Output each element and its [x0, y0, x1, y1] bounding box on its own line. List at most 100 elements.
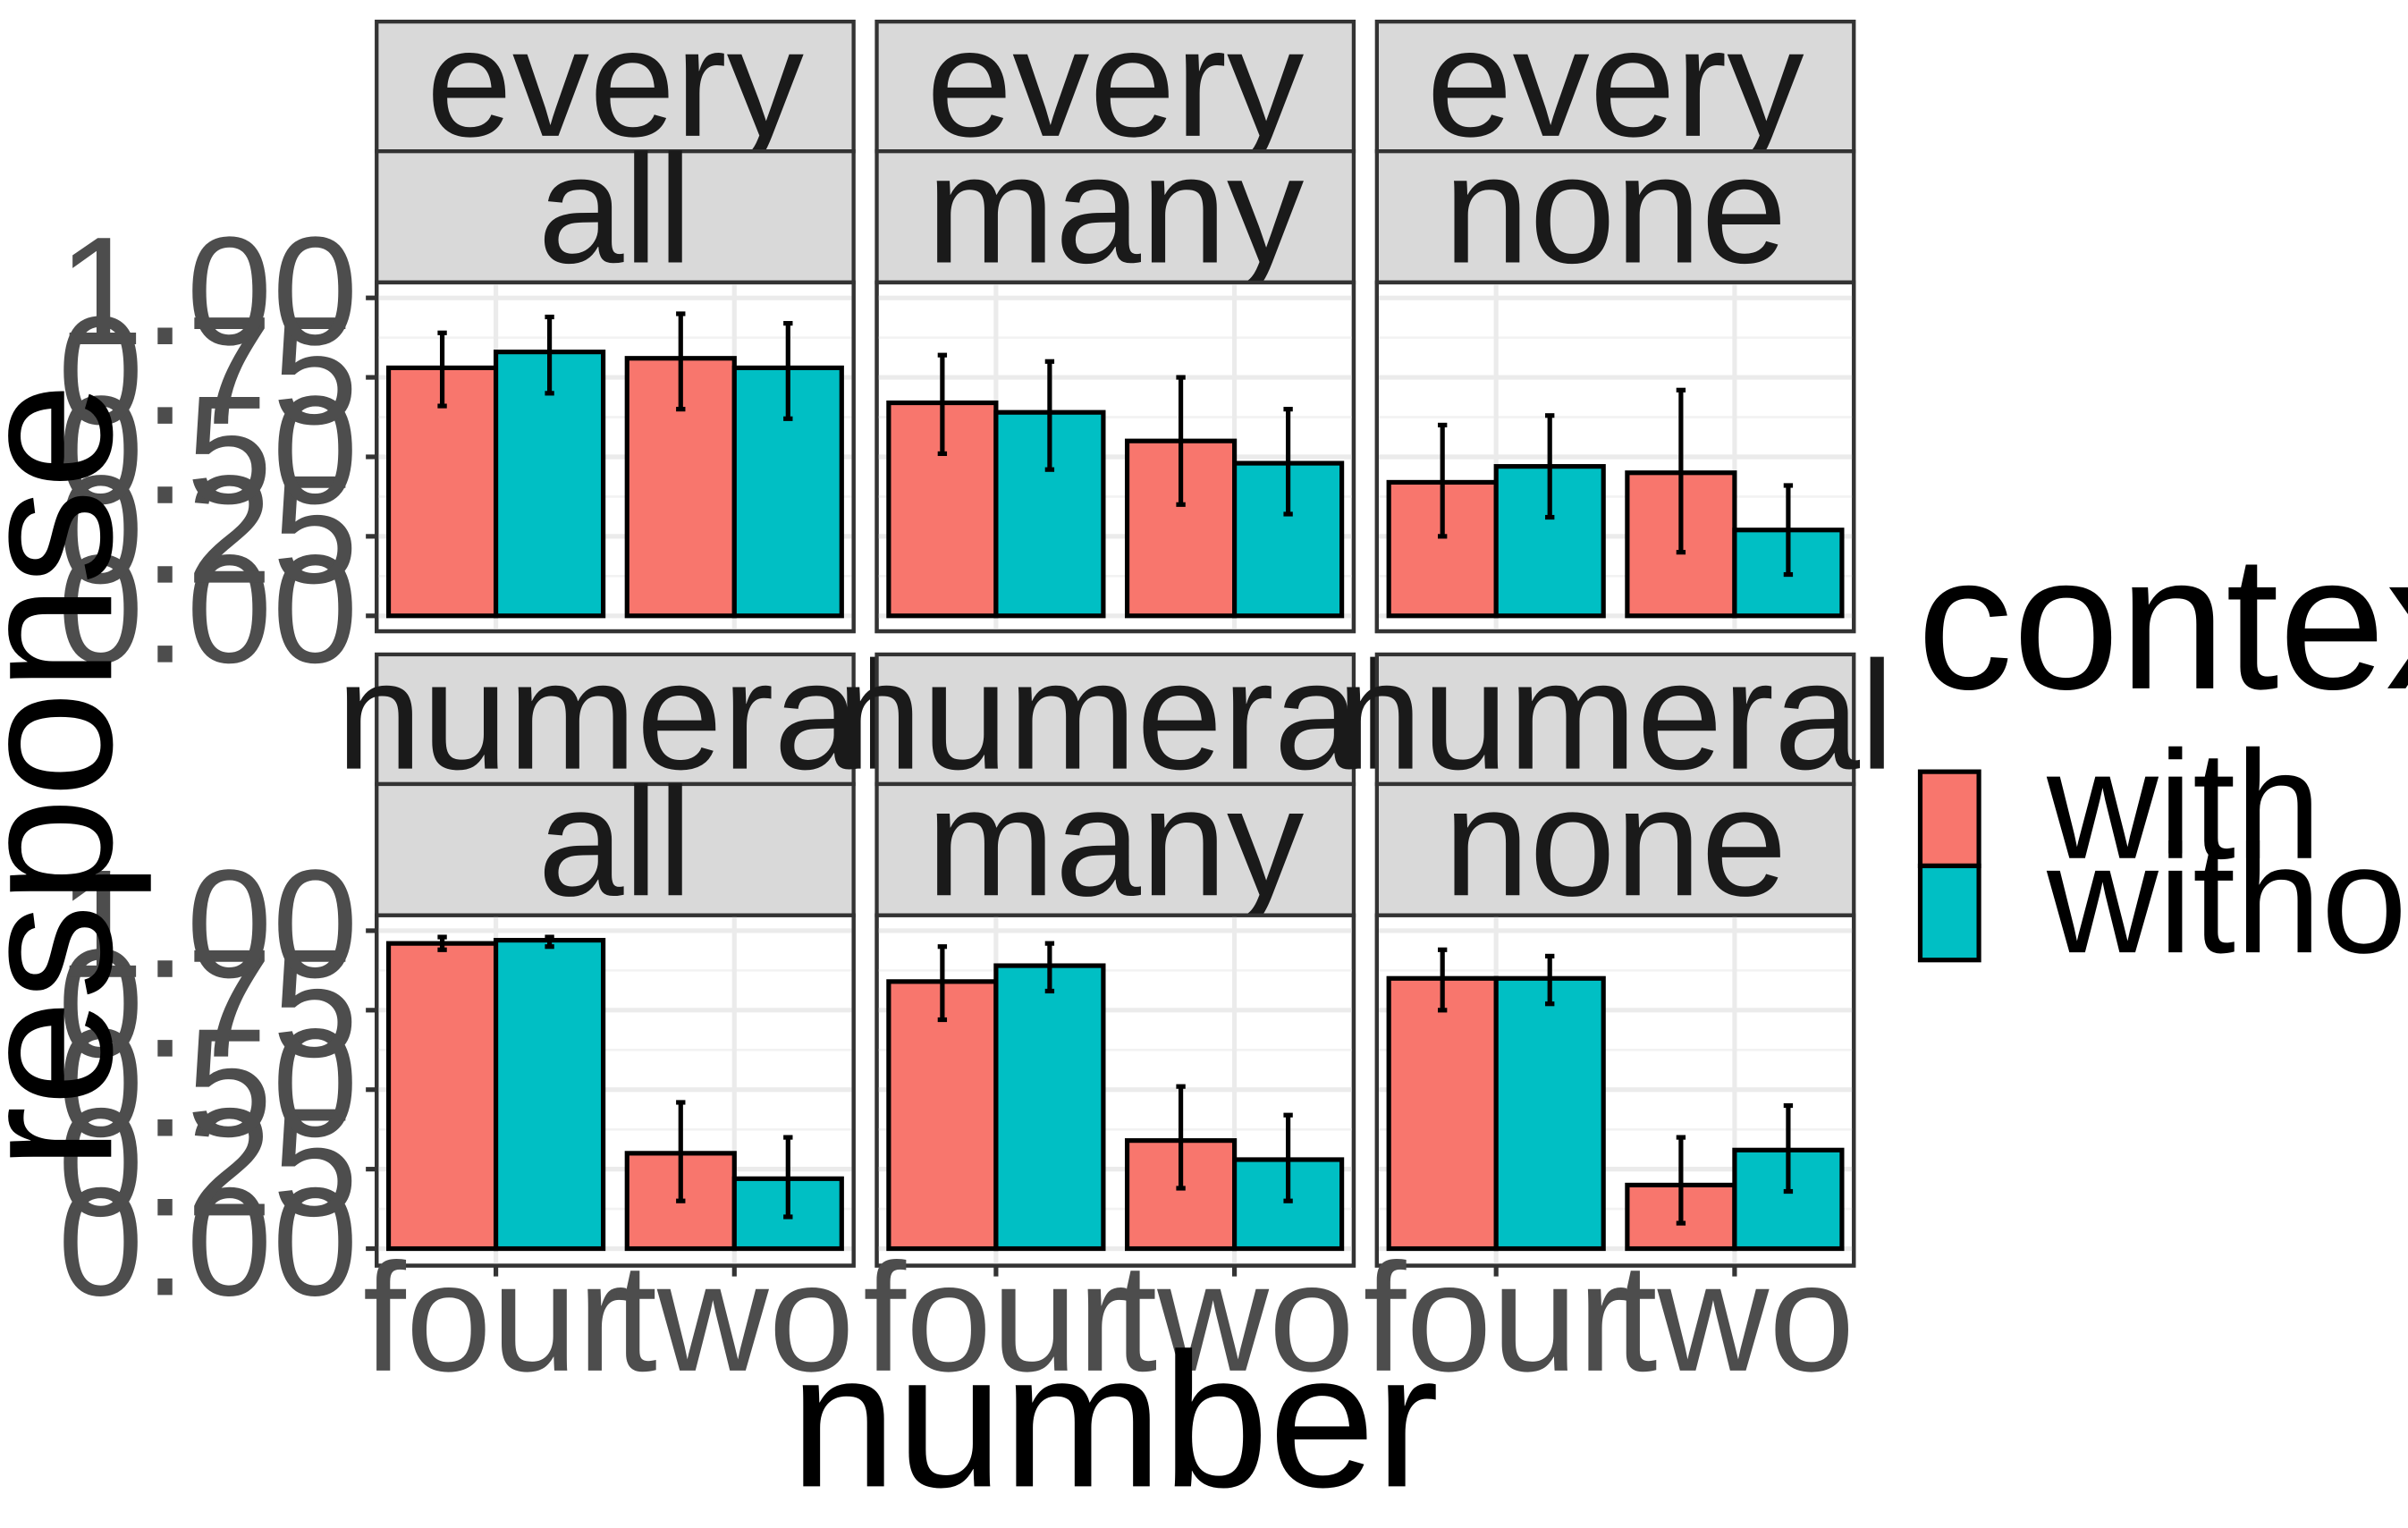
strip-row-label: numeral — [336, 629, 894, 802]
strip-row-bg — [874, 20, 1356, 154]
x-axis-title: number — [790, 1313, 1439, 1527]
bar-with-four — [1386, 975, 1499, 1252]
strip-col-label: many — [926, 756, 1304, 928]
error-bar-without-four — [1044, 359, 1055, 472]
y-tick-label: 1.00 — [58, 838, 359, 1010]
y-tick-label: 0.50 — [58, 997, 359, 1169]
strip-row-label: numeral — [1337, 629, 1895, 802]
strip-row-label: every — [926, 0, 1304, 169]
strip-row-bg — [874, 652, 1356, 787]
strip-row-label: numeral — [836, 629, 1394, 802]
error-bar-without-two — [783, 1135, 793, 1220]
x-tick-label: two — [614, 1231, 855, 1404]
strip-col-label: none — [1444, 122, 1787, 295]
error-bar-without-four — [1545, 953, 1555, 1007]
y-tick-label: 1.00 — [58, 205, 359, 377]
error-bar-without-four — [1044, 941, 1055, 994]
error-bar-without-two — [783, 321, 793, 421]
strip-row-bg — [375, 652, 856, 787]
strip-col-bg — [1374, 781, 1856, 917]
legend-key-label: without — [2046, 813, 2408, 985]
error-bar-without-two — [1783, 483, 1794, 578]
y-axis-numeral: 0.000.250.500.751.00 — [58, 838, 377, 1328]
strip-col-bg — [874, 149, 1356, 285]
strip-col-label: none — [1444, 756, 1787, 928]
bar-without-four — [993, 963, 1106, 1252]
error-bar-with-four — [937, 352, 948, 457]
bar-with-four — [385, 941, 499, 1252]
panel-border — [874, 280, 1356, 634]
y-tick-label: 0.00 — [58, 1155, 359, 1328]
bar-without-two — [731, 365, 844, 619]
strip-col-bg — [375, 781, 856, 917]
bar-without-four — [493, 350, 606, 619]
legend-key-swatch — [1917, 863, 1981, 963]
strip-col-bg — [375, 149, 856, 285]
y-tick-label: 0.00 — [58, 523, 359, 696]
strip-col-bg — [1374, 149, 1856, 285]
error-bar-with-four — [437, 330, 447, 409]
legend: context withwithout — [1917, 516, 2408, 985]
x-tick-label: four — [363, 1231, 629, 1404]
error-bar-with-two — [1176, 1084, 1186, 1191]
error-bar-with-four — [937, 944, 948, 1023]
error-bar-with-two — [676, 1100, 686, 1203]
panel-border — [874, 913, 1356, 1268]
legend-key-label: with — [2046, 719, 2321, 891]
legend-key-swatch — [1917, 769, 1981, 869]
y-tick-label: 0.75 — [58, 284, 359, 457]
bar-without-two — [1232, 460, 1345, 619]
legend-title: context — [1917, 516, 2408, 730]
strip-row-label: every — [427, 0, 804, 169]
bar-with-four — [886, 979, 999, 1252]
strip-row-bg — [1374, 652, 1856, 787]
x-tick-label: two — [1615, 1231, 1855, 1404]
error-bar-with-two — [1676, 387, 1686, 555]
error-bar-with-four — [437, 934, 447, 952]
panel-border — [1374, 913, 1856, 1268]
bar-without-four — [493, 938, 606, 1252]
legend-item-with: with — [1917, 719, 2321, 891]
strip-col-bg — [874, 781, 1356, 917]
error-bar-with-two — [1676, 1135, 1686, 1226]
y-axis-title: response — [0, 383, 152, 1170]
y-tick-label: 0.50 — [58, 364, 359, 536]
error-bar-with-two — [676, 311, 686, 412]
y-tick-label: 0.25 — [58, 1076, 359, 1248]
y-tick-label: 0.25 — [58, 443, 359, 616]
bar-without-four — [1493, 975, 1606, 1252]
error-bar-without-two — [1283, 1112, 1293, 1203]
x-tick-label: four — [863, 1231, 1128, 1404]
strip-col-label: many — [926, 122, 1304, 295]
error-bar-without-four — [545, 314, 554, 396]
x-tick-label: two — [1114, 1231, 1355, 1404]
error-bar-without-four — [545, 934, 554, 950]
legend-item-without: without — [1917, 813, 2408, 985]
y-tick-label: 0.75 — [58, 917, 359, 1090]
panel-border — [1374, 280, 1856, 634]
y-axis-every: 0.000.250.500.751.00 — [58, 205, 377, 696]
error-bar-with-two — [1176, 375, 1186, 507]
strip-row-bg — [375, 20, 856, 154]
error-bar-with-four — [1438, 947, 1448, 1013]
error-bar-without-two — [1783, 1102, 1794, 1195]
x-tick-label: four — [1363, 1231, 1628, 1404]
error-bar-with-four — [1438, 422, 1448, 539]
strip-row-label: every — [1427, 0, 1804, 169]
facet-panels: everyalleverymanyeverynonenumeralallnume… — [336, 0, 1895, 1268]
error-bar-without-two — [1283, 407, 1293, 517]
strip-col-label: all — [538, 756, 693, 928]
error-bar-without-four — [1545, 413, 1555, 520]
strip-col-label: all — [538, 122, 693, 295]
